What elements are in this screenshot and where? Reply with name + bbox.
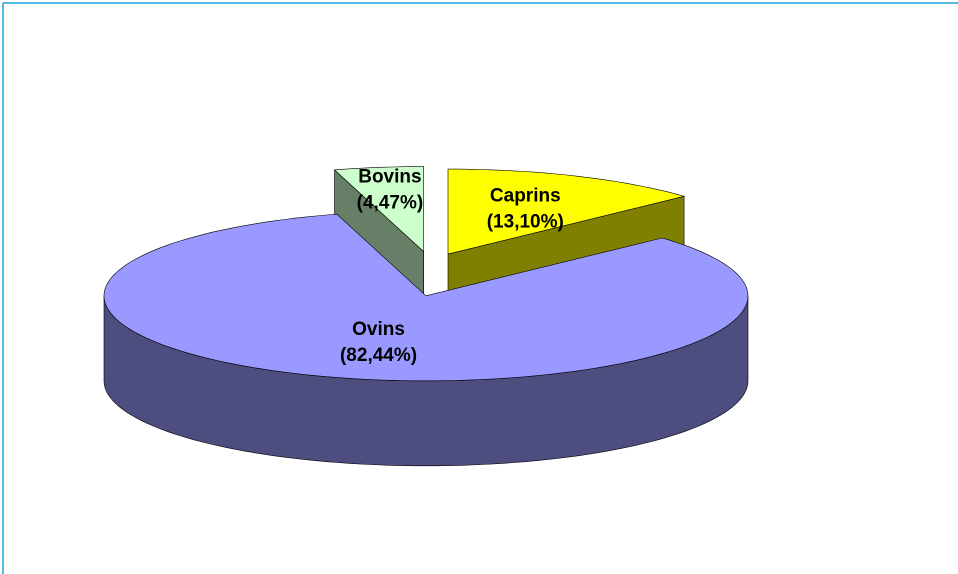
category-label: Ovins <box>352 319 405 340</box>
pie <box>103 166 749 467</box>
data-label: Bovins (4,47%) <box>357 166 424 213</box>
slice <box>333 166 424 253</box>
value-label: (13,10%) <box>487 211 564 232</box>
labels: Bovins (4,47%) Caprins (13,10%) Ovins (82,44%… <box>340 166 564 365</box>
value-label: (4,47%) <box>357 192 424 213</box>
value-label: (82,44%) <box>340 345 417 366</box>
slice <box>447 168 686 255</box>
category-label: Bovins <box>358 166 421 187</box>
slice <box>103 213 749 382</box>
data-label: Ovins (82,44%) <box>340 319 417 366</box>
data-label: Caprins (13,10%) <box>487 185 564 232</box>
category-label: Caprins <box>490 185 561 206</box>
